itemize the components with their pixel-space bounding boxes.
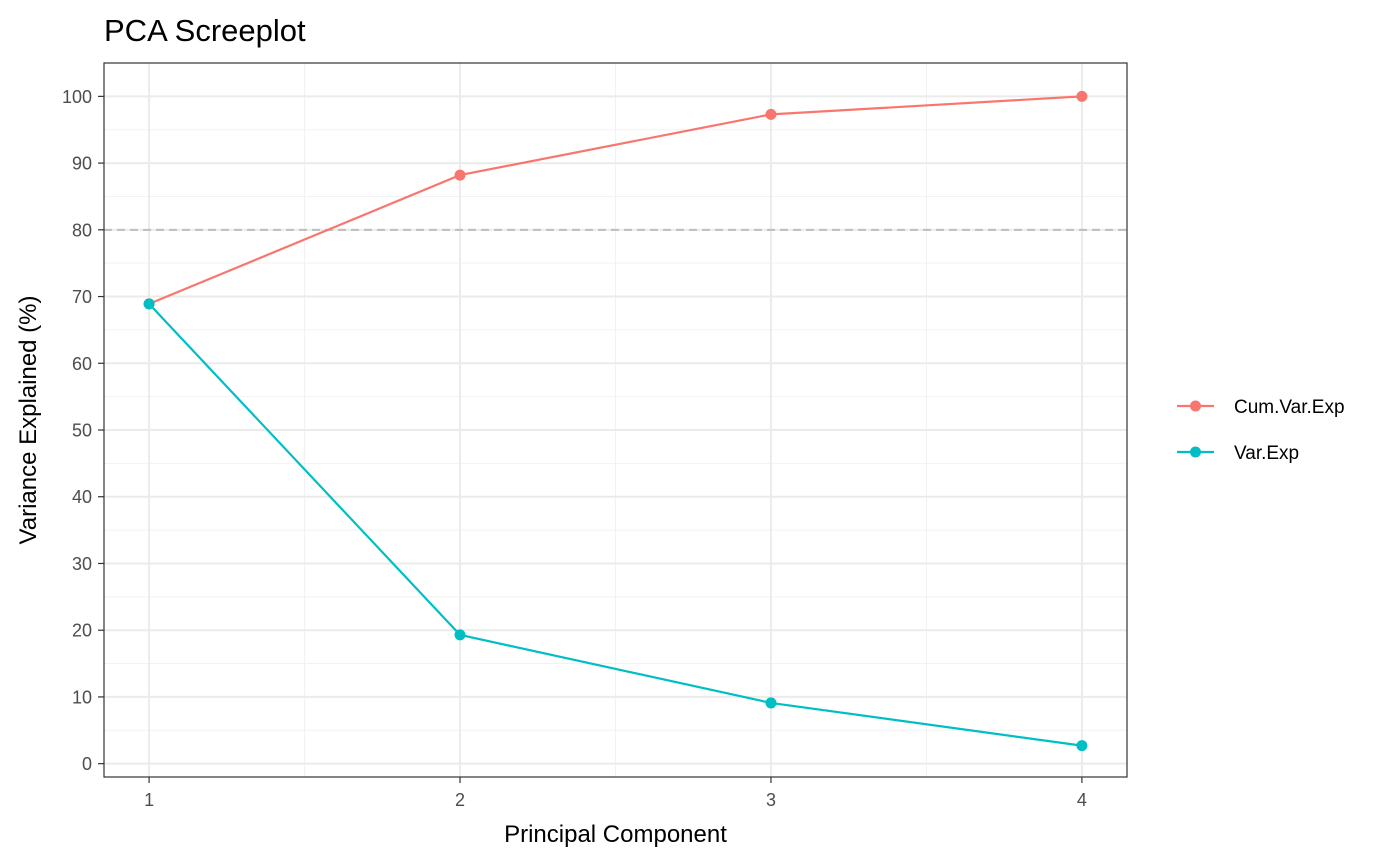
data-point-cum-var-exp bbox=[765, 108, 777, 120]
data-point-var-exp bbox=[143, 298, 155, 310]
y-axis-title: Variance Explained (%) bbox=[15, 295, 42, 544]
legend-item: Var.Exp bbox=[1177, 443, 1299, 464]
data-point-cum-var-exp bbox=[454, 169, 466, 181]
minor-gridlines bbox=[104, 63, 1127, 777]
series-line-cum-var-exp bbox=[148, 95, 1082, 305]
y-tick-label: 30 bbox=[72, 554, 92, 574]
chart-title: PCA Screeplot bbox=[104, 13, 306, 48]
x-tick-label: 1 bbox=[144, 790, 154, 810]
x-tick-label: 2 bbox=[455, 790, 465, 810]
x-tick-label: 4 bbox=[1077, 790, 1087, 810]
series-line-var-exp bbox=[148, 303, 1083, 747]
y-tick-label: 80 bbox=[72, 220, 92, 240]
y-tick-label: 90 bbox=[72, 154, 92, 174]
y-tick-label: 60 bbox=[72, 354, 92, 374]
y-tick-label: 10 bbox=[72, 687, 92, 707]
data-point-cum-var-exp bbox=[1076, 90, 1088, 102]
legend-item: Cum.Var.Exp bbox=[1177, 397, 1345, 418]
y-tick-label: 50 bbox=[72, 421, 92, 441]
legend-label: Cum.Var.Exp bbox=[1234, 397, 1345, 418]
y-tick-label: 40 bbox=[72, 487, 92, 507]
y-axis: 0 10 20 30 40 50 60 70 80 90 100 bbox=[62, 87, 104, 774]
data-point-var-exp bbox=[765, 697, 777, 709]
y-tick-label: 100 bbox=[62, 87, 92, 107]
legend-key-point bbox=[1190, 400, 1201, 412]
legend-key-point bbox=[1190, 446, 1201, 458]
data-point-var-exp bbox=[1076, 740, 1088, 752]
x-axis-title: Principal Component bbox=[504, 821, 727, 848]
x-axis: 1 2 3 4 bbox=[144, 777, 1087, 810]
panel-border bbox=[103, 62, 1128, 778]
legend: Cum.Var.Exp Var.Exp bbox=[1177, 397, 1345, 464]
data-point-var-exp bbox=[454, 629, 466, 641]
legend-label: Var.Exp bbox=[1234, 443, 1299, 464]
y-tick-label: 0 bbox=[82, 754, 92, 774]
y-tick-label: 70 bbox=[72, 287, 92, 307]
y-tick-label: 20 bbox=[72, 621, 92, 641]
series-layer bbox=[143, 90, 1088, 752]
x-tick-label: 3 bbox=[766, 790, 776, 810]
